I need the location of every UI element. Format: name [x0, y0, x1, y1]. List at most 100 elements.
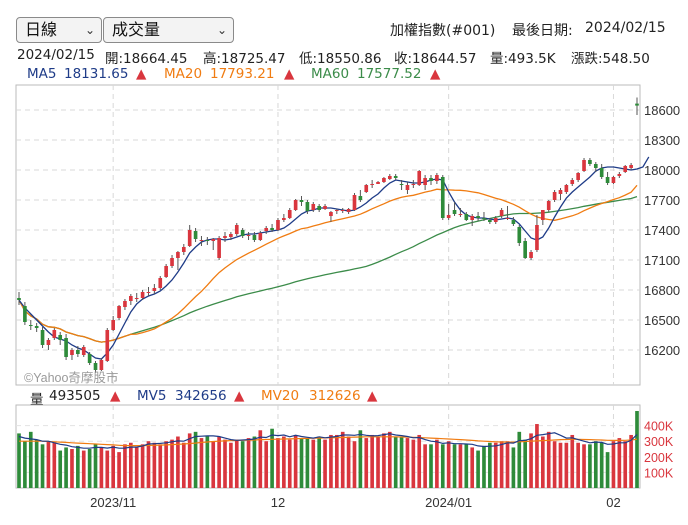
candle-body [558, 190, 563, 194]
candle-body [358, 196, 363, 200]
volume-bar [299, 438, 304, 488]
ohlc-change: 漲跌:548.50 [571, 51, 650, 67]
volume-bar [482, 445, 486, 488]
candle-body [629, 165, 633, 168]
volume-bar [23, 441, 27, 488]
candle-body [217, 238, 221, 258]
period-select[interactable]: 日線 ⌄ [16, 17, 102, 43]
price-tick-label: 18300 [644, 133, 680, 148]
candle-body [476, 216, 480, 218]
candle-body [193, 231, 198, 239]
candle-body [405, 185, 410, 190]
candle-body [258, 233, 263, 240]
ohlc-date: 2024/02/15 [17, 47, 95, 63]
candle-body [99, 360, 104, 370]
volume-bar [546, 431, 551, 488]
ma20-line [18, 184, 638, 343]
date-tick-label: 2024/01 [425, 495, 472, 510]
volume-bar [287, 439, 292, 488]
volume-bar [499, 441, 504, 488]
volume-bar [276, 438, 280, 488]
price-tick-label: 17400 [644, 223, 680, 238]
price-tick-label: 17100 [644, 253, 680, 268]
candle-body [176, 252, 180, 258]
candle-body [93, 363, 98, 370]
candle-body [546, 201, 551, 210]
ohlc-high: 高:18725.47 [203, 51, 286, 67]
volume-bar [211, 441, 216, 488]
volume-bar [370, 434, 374, 488]
candle-body [529, 252, 533, 258]
candle-body [240, 230, 245, 236]
volume-bar [435, 439, 439, 488]
date-tick-label: 02 [606, 495, 620, 510]
candle-body [111, 320, 115, 330]
indicator-select[interactable]: 成交量 ⌄ [103, 17, 234, 43]
candle-body [393, 176, 398, 178]
candle-body [323, 206, 327, 209]
volume-bar [599, 442, 604, 488]
candle-body [352, 195, 357, 210]
candle-body [423, 178, 427, 185]
candle-body [40, 330, 45, 345]
candle-body [46, 340, 51, 345]
volume-bar [317, 436, 321, 488]
candle-body [593, 164, 598, 168]
volume-bar [429, 444, 433, 488]
volume-bar [358, 430, 363, 488]
candle-body [541, 210, 545, 220]
candle-body [570, 180, 575, 184]
candle-body [282, 218, 286, 220]
volume-bar [623, 441, 628, 488]
volume-bar [593, 441, 598, 488]
candle-body [588, 160, 592, 164]
candle-body [564, 185, 569, 192]
volume-bar [205, 436, 210, 488]
volume-bar [541, 436, 545, 488]
volume-bar [323, 439, 327, 488]
candle-body [387, 176, 392, 179]
ma60-value: 17577.52 [357, 66, 422, 82]
candle-body [382, 178, 386, 182]
candle-body [399, 184, 404, 185]
candle-body [370, 184, 374, 185]
candle-body [17, 298, 21, 300]
candle-body [305, 202, 310, 211]
price-tick-label: 16500 [644, 313, 680, 328]
candle-body [552, 192, 557, 200]
ma20-arrow: ▲ [284, 66, 295, 82]
volume-bar [105, 450, 110, 488]
candle-body [164, 266, 168, 277]
ma20-value: 17793.21 [210, 66, 275, 82]
volume-bar [346, 436, 351, 488]
volume-bar [605, 452, 610, 488]
volume-bar [146, 441, 151, 488]
volume-tick-label: 200K [644, 451, 674, 465]
volume-bar [417, 434, 422, 488]
volume-bar [87, 449, 92, 488]
candle-body [582, 160, 586, 171]
candle-body [140, 292, 145, 298]
candle-body [417, 171, 422, 185]
volume-bar [476, 450, 480, 488]
volume-bar [440, 444, 445, 488]
price-tick-label: 17700 [644, 193, 680, 208]
period-select-value: 日線 [25, 20, 58, 39]
candle-body [58, 335, 63, 340]
last-date-label: 最後日期: [512, 23, 573, 39]
volume-bar [617, 438, 622, 488]
candle-body [211, 239, 216, 241]
candle-body [117, 306, 121, 318]
price-tick-label: 18000 [644, 163, 680, 178]
ma60-arrow: ▲ [430, 66, 441, 82]
candle-body [346, 209, 351, 212]
volume-bar [187, 433, 192, 488]
candle-body [52, 330, 57, 338]
volume-bar [552, 441, 557, 488]
volume-bar [470, 447, 475, 488]
ma20-label: MA20 [164, 66, 203, 82]
candle-body [599, 168, 604, 177]
candle-body [146, 292, 151, 293]
vol-label: 量 [30, 392, 44, 408]
candle-body [87, 354, 92, 363]
